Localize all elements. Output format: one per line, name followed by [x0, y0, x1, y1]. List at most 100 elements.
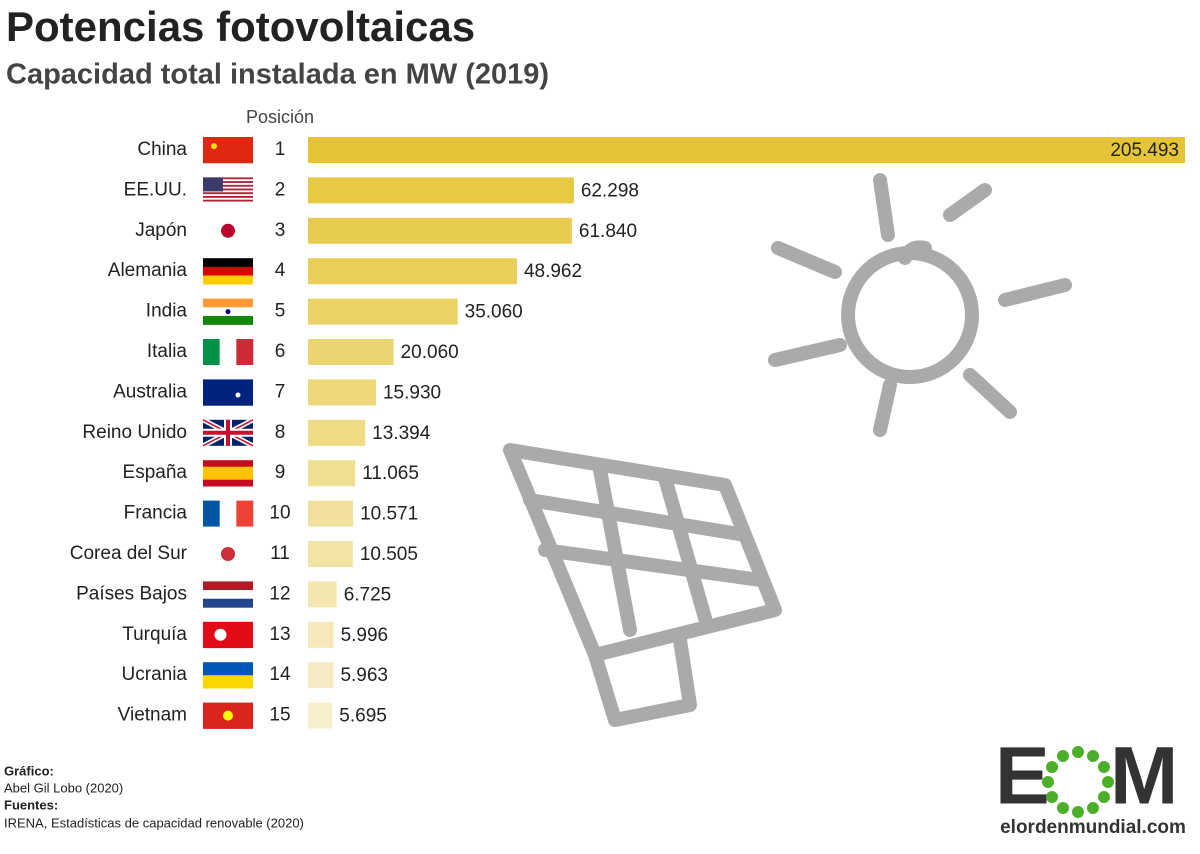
- flag-part: [221, 223, 235, 238]
- position-label: 6: [275, 341, 286, 362]
- source: IRENA, Estadísticas de capacidad renovab…: [4, 815, 304, 830]
- flag-part: [203, 473, 253, 480]
- flag-part: [219, 500, 237, 527]
- logo-dot: [1046, 791, 1059, 803]
- credit: Abel Gil Lobo (2020): [4, 780, 123, 795]
- logo-dot: [1042, 776, 1054, 788]
- value-label: 20.060: [401, 342, 459, 363]
- flag-part: [203, 379, 253, 406]
- flag-part: [211, 143, 217, 150]
- category-label: Australia: [113, 381, 187, 402]
- position-label: 14: [269, 664, 291, 685]
- value-label: 11.065: [362, 463, 419, 484]
- flag-part: [225, 309, 231, 315]
- flag-part: [203, 662, 253, 676]
- flag-part: [236, 339, 254, 365]
- logo-dot: [1097, 791, 1110, 803]
- flag-part: [203, 275, 253, 285]
- position-label: 1: [275, 139, 286, 160]
- flag-part: [203, 192, 253, 195]
- bar: [308, 541, 353, 567]
- flag-part: [203, 177, 223, 192]
- category-label: Alemania: [108, 260, 188, 281]
- flag: [203, 581, 253, 608]
- position-label: 15: [269, 705, 290, 726]
- flag: [203, 137, 253, 164]
- category-label: Ucrania: [122, 664, 188, 685]
- flag-part: [219, 339, 237, 365]
- flag-part: [235, 392, 241, 398]
- value-label: 10.505: [360, 544, 418, 565]
- flag-part: [203, 177, 253, 180]
- flag-part: [203, 339, 220, 365]
- bar: [308, 339, 394, 365]
- flag: [203, 177, 253, 202]
- category-label: Corea del Sur: [70, 543, 188, 564]
- flag: [203, 339, 254, 365]
- flag-part: [203, 581, 253, 591]
- logo-dot: [1072, 806, 1084, 818]
- chart-title: Potencias fotovoltaicas: [6, 3, 475, 50]
- category-label: Vietnam: [118, 705, 187, 726]
- category-label: Italia: [147, 341, 188, 362]
- category-label: India: [146, 301, 188, 322]
- flag-part: [203, 479, 253, 487]
- flag: [203, 258, 253, 285]
- bar: [308, 621, 334, 648]
- flag-part: [203, 500, 220, 527]
- flag: [203, 702, 253, 729]
- value-label: 10.571: [360, 504, 418, 525]
- position-label: 9: [275, 462, 286, 483]
- flag: [203, 621, 253, 649]
- position-label: 5: [275, 301, 286, 322]
- flag-part: [221, 547, 235, 561]
- flag-part: [203, 266, 253, 276]
- position-label: 13: [269, 624, 290, 645]
- flag-part: [203, 199, 253, 202]
- flag-part: [203, 621, 253, 649]
- bar: [308, 137, 1185, 163]
- source-label: Fuentes:: [4, 797, 58, 812]
- flag: [203, 217, 253, 245]
- logo-dot: [1057, 801, 1069, 814]
- logo-letter: E: [995, 731, 1050, 822]
- flag-part: [203, 590, 253, 600]
- category-label: China: [137, 139, 187, 160]
- flag: [203, 298, 253, 325]
- category-label: Japón: [135, 220, 187, 241]
- flag-part: [203, 460, 253, 467]
- flag-part: [203, 298, 253, 308]
- value-label: 6.725: [344, 584, 392, 605]
- position-label: 8: [275, 422, 286, 443]
- position-label: 3: [275, 220, 286, 241]
- value-label: 35.060: [465, 302, 523, 323]
- value-label: 15.930: [383, 382, 441, 403]
- flag: [203, 541, 253, 568]
- flag-part: [203, 181, 253, 183]
- position-label: 7: [275, 381, 286, 402]
- logo-dot: [1097, 761, 1110, 773]
- flag: [203, 662, 253, 689]
- category-label: Francia: [124, 503, 188, 524]
- logo-dot: [1072, 746, 1084, 758]
- value-label: 13.394: [372, 423, 431, 444]
- chart-subtitle: Capacidad total instalada en MW (2019): [6, 59, 549, 91]
- flag-part: [223, 710, 233, 721]
- category-label: Países Bajos: [76, 583, 187, 604]
- flag-part: [203, 675, 253, 689]
- bar: [308, 379, 376, 406]
- flag: [203, 460, 253, 487]
- bar: [308, 217, 572, 244]
- credit-label: Gráfico:: [4, 763, 54, 778]
- value-label: 5.695: [339, 706, 387, 727]
- flag: [203, 379, 253, 406]
- position-label: 11: [270, 543, 290, 564]
- flag-part: [203, 195, 253, 198]
- position-label: 2: [275, 179, 286, 200]
- flag-part: [203, 315, 253, 325]
- bar: [308, 581, 337, 608]
- category-label: España: [123, 462, 188, 483]
- flag-part: [236, 500, 254, 527]
- flag-part: [203, 258, 253, 268]
- flag-part: [214, 628, 227, 641]
